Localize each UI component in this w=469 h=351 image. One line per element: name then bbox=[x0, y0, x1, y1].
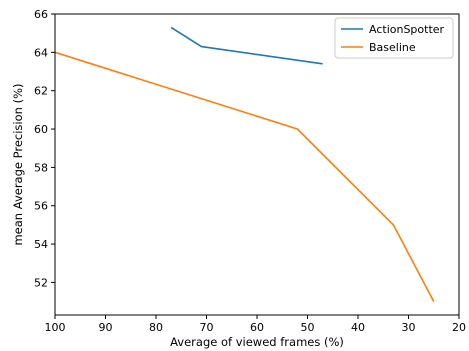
y-tick-label: 56 bbox=[34, 200, 48, 213]
x-tick-label: 100 bbox=[45, 321, 66, 334]
legend-entry: Baseline bbox=[369, 41, 416, 54]
x-tick-label: 50 bbox=[301, 321, 315, 334]
y-tick-label: 60 bbox=[34, 123, 48, 136]
x-tick-label: 20 bbox=[452, 321, 466, 334]
legend-entry: ActionSpotter bbox=[369, 23, 445, 36]
series-layer bbox=[54, 26, 435, 302]
plot-area-frame bbox=[54, 13, 460, 316]
y-tick-label: 52 bbox=[34, 276, 48, 289]
x-axis-ticks: 100 90 80 70 60 50 40 30 20 bbox=[45, 315, 466, 334]
x-tick-label: 70 bbox=[200, 321, 214, 334]
x-tick-label: 80 bbox=[149, 321, 163, 334]
y-tick-label: 54 bbox=[34, 238, 48, 251]
x-tick-label: 30 bbox=[402, 321, 416, 334]
legend-box bbox=[334, 17, 454, 59]
series-line-actionspotter bbox=[170, 26, 323, 65]
y-tick-label: 62 bbox=[34, 85, 48, 98]
y-tick-label: 64 bbox=[34, 46, 48, 59]
y-tick-label: 58 bbox=[34, 161, 48, 174]
y-axis-ticks: 52 54 56 58 60 62 64 66 bbox=[34, 8, 55, 289]
series-line-baseline bbox=[54, 51, 435, 302]
x-tick-label: 40 bbox=[351, 321, 365, 334]
x-tick-label: 60 bbox=[250, 321, 264, 334]
y-tick-label: 66 bbox=[34, 8, 48, 21]
x-tick-label: 90 bbox=[99, 321, 113, 334]
legend: ActionSpotter Baseline bbox=[334, 17, 454, 59]
y-axis-label: mean Average Precision (%) bbox=[11, 83, 25, 245]
x-axis-label: Average of viewed frames (%) bbox=[170, 335, 344, 349]
